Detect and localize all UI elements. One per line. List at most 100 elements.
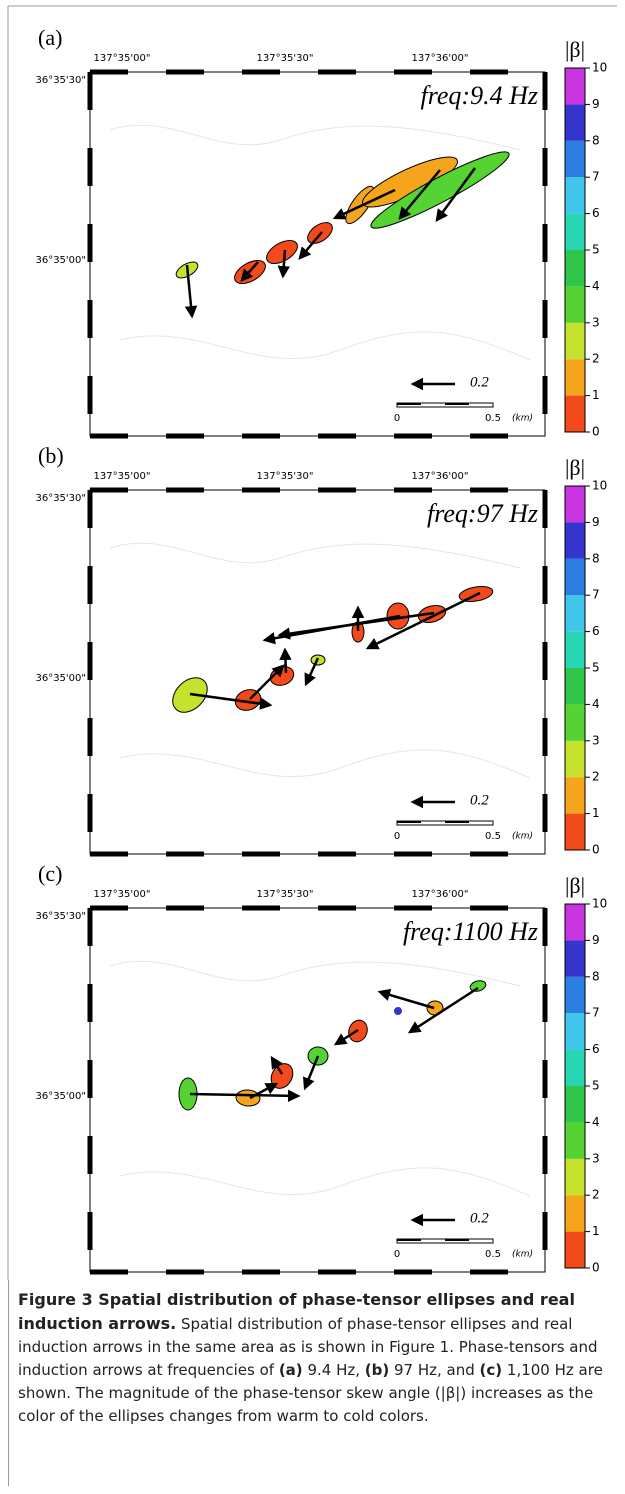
colorbar-tick-label: 3 — [592, 1151, 600, 1165]
induction-arrow — [277, 249, 290, 279]
scale-tick: 0 — [394, 413, 400, 424]
x-axis-label: 137°36'00" — [412, 53, 469, 64]
induction-arrow — [189, 1089, 301, 1103]
scale-unit: (km) — [512, 1250, 533, 1260]
caption: Figure 3 Spatial distribution of phase-t… — [18, 1288, 608, 1428]
induction-arrow — [189, 692, 273, 710]
induction-arrow — [435, 167, 477, 223]
induction-arrow — [304, 657, 320, 687]
colorbar-tick-label: 3 — [592, 733, 600, 747]
colorbar-tick-label: 1 — [592, 388, 600, 402]
colorbar-bin — [565, 250, 585, 287]
contour — [109, 960, 531, 1197]
colorbar-tick-label: 9 — [592, 515, 600, 529]
caption-border — [8, 1280, 9, 1486]
colorbar-bin — [565, 595, 585, 632]
induction-arrow — [184, 264, 198, 319]
colorbar-bin — [565, 68, 585, 105]
colorbar-tick-label: 10 — [592, 897, 607, 911]
colorbar-bin — [565, 740, 585, 778]
colorbar-tick-label: 4 — [592, 279, 600, 293]
colorbar-bin — [565, 395, 585, 432]
induction-arrow — [279, 647, 292, 674]
colorbar-bin — [565, 558, 585, 596]
colorbar-tick-label: 7 — [592, 588, 600, 602]
panel-label: (c) — [38, 861, 62, 886]
x-axis-label: 137°35'00" — [94, 53, 151, 64]
scale-arrow-label: 0.2 — [470, 1210, 489, 1226]
colorbar-bin — [565, 1231, 585, 1268]
colorbar-tick-label: 1 — [592, 806, 600, 820]
y-axis-label: 36°35'30" — [35, 493, 86, 504]
scale-tick: 0 — [394, 1249, 400, 1260]
scale-tick: 0.5 — [485, 1249, 501, 1260]
colorbar-bin — [565, 940, 585, 977]
colorbar-bin — [565, 777, 585, 814]
colorbar-title: |β| — [565, 455, 585, 480]
colorbar-tick-label: 6 — [592, 1042, 600, 1056]
y-axis-label: 36°35'30" — [35, 911, 86, 922]
induction-arrow — [249, 664, 285, 700]
colorbar-tick-label: 8 — [592, 969, 600, 983]
colorbar-tick-label: 5 — [592, 1079, 600, 1093]
colorbar-tick-label: 4 — [592, 1115, 600, 1129]
scale-bar — [397, 821, 421, 823]
colorbar-bin — [565, 1013, 585, 1050]
colorbar-bin — [565, 813, 585, 850]
colorbar-bin — [565, 668, 585, 705]
y-axis-label: 36°35'00" — [35, 673, 86, 684]
panel: (b) 137°35'00" 137°35'30" 137°36'00" 36°35'3… — [35, 443, 607, 857]
colorbar-bin — [565, 904, 585, 941]
x-axis-label: 137°35'30" — [257, 889, 314, 900]
scale-tick: 0 — [394, 831, 400, 842]
contour — [109, 542, 531, 779]
colorbar-tick-label: 1 — [592, 1224, 600, 1238]
y-axis-label: 36°35'00" — [35, 1091, 86, 1102]
x-axis-label: 137°36'00" — [412, 471, 469, 482]
panel-label: (b) — [38, 443, 64, 468]
colorbar-bin — [565, 140, 585, 178]
scale-unit: (km) — [512, 832, 533, 842]
induction-arrow — [398, 169, 441, 220]
x-axis-label: 137°36'00" — [412, 889, 469, 900]
scale-tick: 0.5 — [485, 831, 501, 842]
colorbar-bin — [565, 1049, 585, 1086]
colorbar-bin — [565, 322, 585, 360]
scale-unit: (km) — [512, 414, 533, 424]
caption-text: 1,100 Hz are shown. The magnitude of the… — [18, 1361, 603, 1425]
induction-arrow — [332, 188, 396, 220]
induction-arrow — [249, 1082, 279, 1100]
colorbar-tick-label: 5 — [592, 661, 600, 675]
figure: (a) 137°35'00" 137°35'30" 137°36'00" 36°35'3… — [7, 5, 617, 1280]
induction-arrow — [298, 231, 323, 260]
colorbar-bin — [565, 1195, 585, 1232]
colorbar-bin — [565, 359, 585, 396]
panel: (a) 137°35'00" 137°35'30" 137°36'00" 36°35'3… — [35, 25, 607, 439]
colorbar-tick-label: 7 — [592, 170, 600, 184]
colorbar-bin — [565, 522, 585, 559]
colorbar-tick-label: 8 — [592, 551, 600, 565]
caption-text: Spatial distribution of phase-tensor ell… — [18, 1315, 598, 1379]
colorbar-tick-label: 8 — [592, 133, 600, 147]
panel: (c) 137°35'00" 137°35'30" 137°36'00" 36°35'3… — [35, 861, 607, 1275]
induction-arrow — [277, 611, 435, 640]
frequency-label: freq:9.4 Hz — [421, 81, 538, 110]
colorbar-bin — [565, 486, 585, 523]
x-axis-label: 137°35'00" — [94, 889, 151, 900]
colorbar-bin — [565, 631, 585, 668]
colorbar-title: |β| — [565, 37, 585, 62]
phase-tensor-ellipse — [394, 1007, 402, 1015]
colorbar-bin — [565, 1158, 585, 1196]
scale-bar — [445, 403, 469, 405]
y-axis-label: 36°35'30" — [35, 75, 86, 86]
colorbar-tick-label: 0 — [592, 425, 600, 439]
induction-arrow — [302, 1055, 320, 1091]
caption-text: 9.4 Hz, — [302, 1361, 365, 1379]
y-axis-label: 36°35'00" — [35, 255, 86, 266]
phase-tensor-ellipse — [469, 980, 487, 992]
induction-arrow — [240, 261, 259, 282]
colorbar-bin — [565, 177, 585, 214]
scale-arrow-label: 0.2 — [470, 792, 489, 808]
caption-panel-ref: (c) — [479, 1361, 503, 1379]
